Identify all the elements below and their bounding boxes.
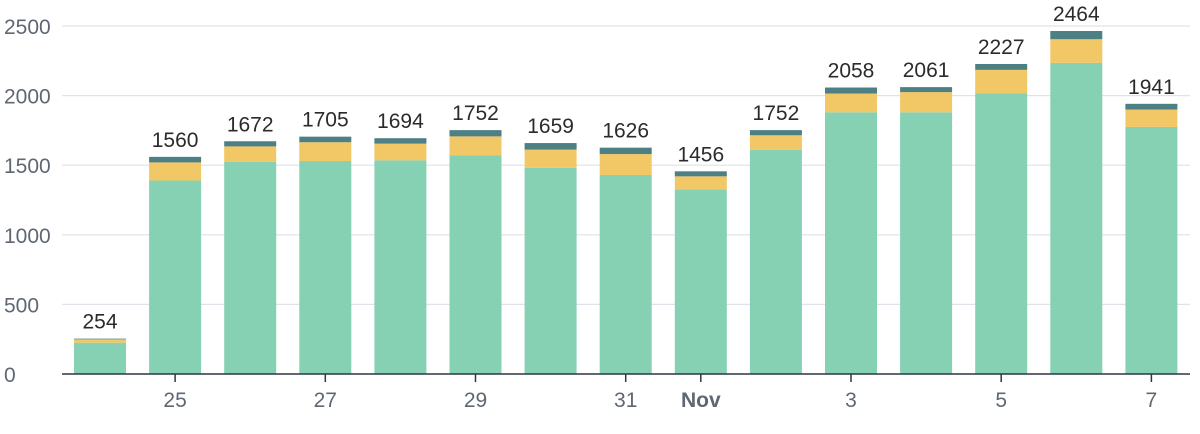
bar-segment-1-series-1: [149, 162, 202, 181]
total-label-layer: 254 1560 1672 1705 1694 1752 1659 1626 1456 1752 2…: [82, 3, 1174, 334]
bar-total-label-4: 1694: [377, 110, 424, 133]
y-tick-label-0: 0: [4, 364, 16, 387]
bar-segment-6-series-0: [524, 167, 577, 374]
bar-segment-0-series-2: [74, 338, 126, 340]
bar-segment-2-series-2: [224, 141, 277, 147]
x-tick-label-5: 29: [464, 389, 487, 412]
bar-segment-3-series-0: [299, 161, 352, 374]
bar-group-14: [1125, 103, 1178, 374]
bar-group-12: [975, 64, 1028, 375]
bar-segment-5-series-0: [449, 155, 502, 374]
bar-segment-7-series-1: [599, 154, 652, 175]
bar-segment-1-series-0: [149, 180, 202, 374]
bar-segment-8-series-1: [674, 176, 727, 190]
y-tick-label-2500: 2500: [4, 16, 51, 39]
bar-group-5: [449, 130, 502, 374]
bar-segment-10-series-0: [825, 112, 877, 374]
x-tick-label-8: Nov: [681, 389, 721, 412]
bar-total-label-1: 1560: [152, 129, 199, 152]
bar-segment-14-series-1: [1125, 109, 1178, 127]
bar-total-label-6: 1659: [527, 115, 574, 138]
bar-group-9: [749, 130, 802, 374]
y-tick-label-500: 500: [4, 294, 39, 317]
bar-total-label-5: 1752: [452, 102, 499, 125]
bar-segment-0-series-1: [74, 339, 126, 343]
bar-segment-5-series-1: [449, 136, 502, 156]
bar-total-label-14: 1941: [1128, 76, 1175, 99]
x-tick-label-1: 25: [163, 389, 186, 412]
bar-segment-4-series-1: [374, 143, 427, 161]
bar-segment-12-series-1: [975, 69, 1028, 94]
bar-layer: [74, 31, 1178, 375]
bar-total-label-7: 1626: [602, 120, 649, 143]
bar-group-7: [599, 147, 652, 374]
bar-segment-13-series-1: [1050, 39, 1103, 63]
x-tick-label-3: 27: [314, 389, 337, 412]
bar-group-0: [74, 338, 126, 374]
bar-segment-8-series-2: [674, 171, 727, 177]
bar-group-1: [149, 156, 202, 374]
bar-segment-5-series-2: [449, 130, 502, 137]
bar-total-label-12: 2227: [978, 36, 1025, 59]
bar-segment-14-series-2: [1125, 103, 1178, 110]
bar-group-11: [900, 87, 953, 374]
x-tick-label-7: 31: [614, 389, 637, 412]
bar-segment-7-series-0: [599, 174, 652, 374]
x-tick-label-12: 5: [995, 389, 1007, 412]
bar-segment-10-series-1: [825, 93, 877, 113]
bar-segment-8-series-0: [674, 189, 727, 374]
bar-group-4: [374, 138, 427, 374]
bar-segment-9-series-1: [749, 135, 802, 150]
bar-segment-2-series-0: [224, 161, 277, 374]
bar-segment-6-series-1: [524, 149, 577, 168]
y-tick-label-1000: 1000: [4, 225, 51, 248]
bar-group-10: [825, 87, 877, 374]
bar-segment-13-series-0: [1050, 62, 1103, 374]
bar-segment-3-series-2: [299, 136, 352, 143]
bar-segment-13-series-2: [1050, 31, 1103, 40]
bar-segment-9-series-0: [749, 149, 802, 374]
bar-segment-11-series-2: [900, 87, 953, 93]
bar-total-label-3: 1705: [302, 109, 349, 132]
bar-segment-1-series-2: [149, 156, 202, 163]
bar-total-label-11: 2061: [903, 59, 950, 82]
bar-segment-4-series-0: [374, 160, 427, 374]
bar-total-label-2: 1672: [227, 113, 274, 136]
bar-total-label-10: 2058: [828, 60, 875, 83]
y-tick-label-2000: 2000: [4, 86, 51, 109]
bar-segment-10-series-2: [825, 87, 877, 94]
bar-segment-12-series-2: [975, 64, 1028, 70]
bar-group-2: [224, 141, 277, 374]
bar-group-3: [299, 136, 352, 374]
bar-segment-11-series-0: [900, 112, 953, 374]
bar-group-8: [674, 171, 727, 374]
bar-segment-9-series-2: [749, 130, 802, 136]
y-tick-label-1500: 1500: [4, 155, 51, 178]
x-tick-label-14: 7: [1146, 389, 1158, 412]
bar-total-label-13: 2464: [1053, 3, 1100, 26]
bar-segment-2-series-1: [224, 146, 277, 162]
axis-layer: 0 500 1000 1500 2000 2500 25 27 29 31 Nov 3 5 7: [4, 16, 1190, 412]
bar-segment-12-series-0: [975, 93, 1028, 375]
bar-segment-3-series-1: [299, 142, 352, 162]
bar-total-label-9: 1752: [753, 102, 800, 125]
bar-segment-0-series-0: [74, 342, 126, 374]
x-tick-label-10: 3: [845, 389, 857, 412]
bar-segment-6-series-2: [524, 143, 577, 150]
bar-group-6: [524, 143, 577, 374]
bar-group-13: [1050, 31, 1103, 374]
bar-segment-11-series-1: [900, 92, 953, 113]
bar-total-label-8: 1456: [677, 143, 724, 166]
bar-segment-4-series-2: [374, 138, 427, 144]
bar-segment-14-series-0: [1125, 126, 1178, 374]
bar-segment-7-series-2: [599, 147, 652, 155]
bar-total-label-0: 254: [82, 311, 117, 334]
